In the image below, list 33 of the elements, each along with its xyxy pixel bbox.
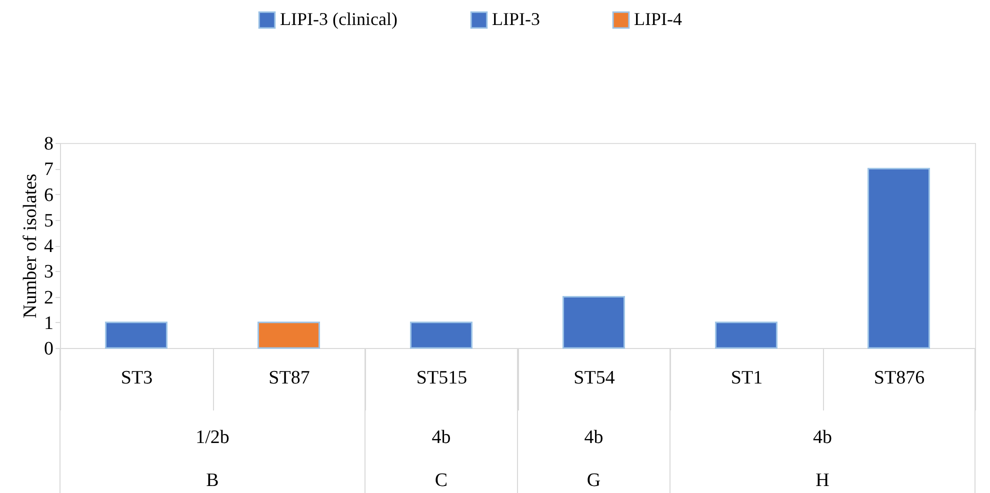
y-axis-title: Number of isolates: [20, 174, 41, 318]
y-tick-label: 7: [44, 159, 54, 180]
text: C: [434, 470, 448, 491]
x-tick-label: ST54: [574, 368, 616, 388]
legend-label: LIPI-3: [492, 9, 540, 30]
y-tick-label: 5: [44, 210, 54, 232]
y-tick-label: 4: [44, 236, 54, 257]
x-tick-label: ST1: [730, 368, 763, 388]
x-tick-label: ST87: [268, 368, 310, 388]
x-tick-label: ST515: [416, 368, 468, 388]
legend-label: LIPI-3 (clinical): [280, 9, 398, 30]
text: H: [816, 470, 830, 491]
y-tick-label: 3: [44, 262, 54, 283]
text: B: [206, 470, 219, 491]
bar: [258, 322, 320, 349]
y-tick-label: 1: [44, 312, 54, 334]
x-tick-label: ST876: [874, 368, 925, 388]
bar: [715, 322, 778, 349]
bar: [562, 296, 625, 349]
text: 4b: [584, 427, 604, 448]
bar: [868, 168, 930, 349]
text: 1/2b: [196, 427, 230, 448]
legend-label: LIPI-4: [634, 9, 682, 30]
bar: [105, 322, 168, 349]
text: 4b: [813, 427, 832, 448]
text: 4b: [432, 427, 451, 448]
y-tick-label: 2: [44, 287, 54, 308]
bar: [410, 322, 472, 349]
y-tick-label: 8: [44, 134, 54, 154]
y-tick-label: 0: [44, 338, 54, 360]
text: G: [586, 470, 601, 491]
x-tick-label: ST3: [120, 368, 153, 388]
y-tick-label: 6: [44, 184, 54, 206]
